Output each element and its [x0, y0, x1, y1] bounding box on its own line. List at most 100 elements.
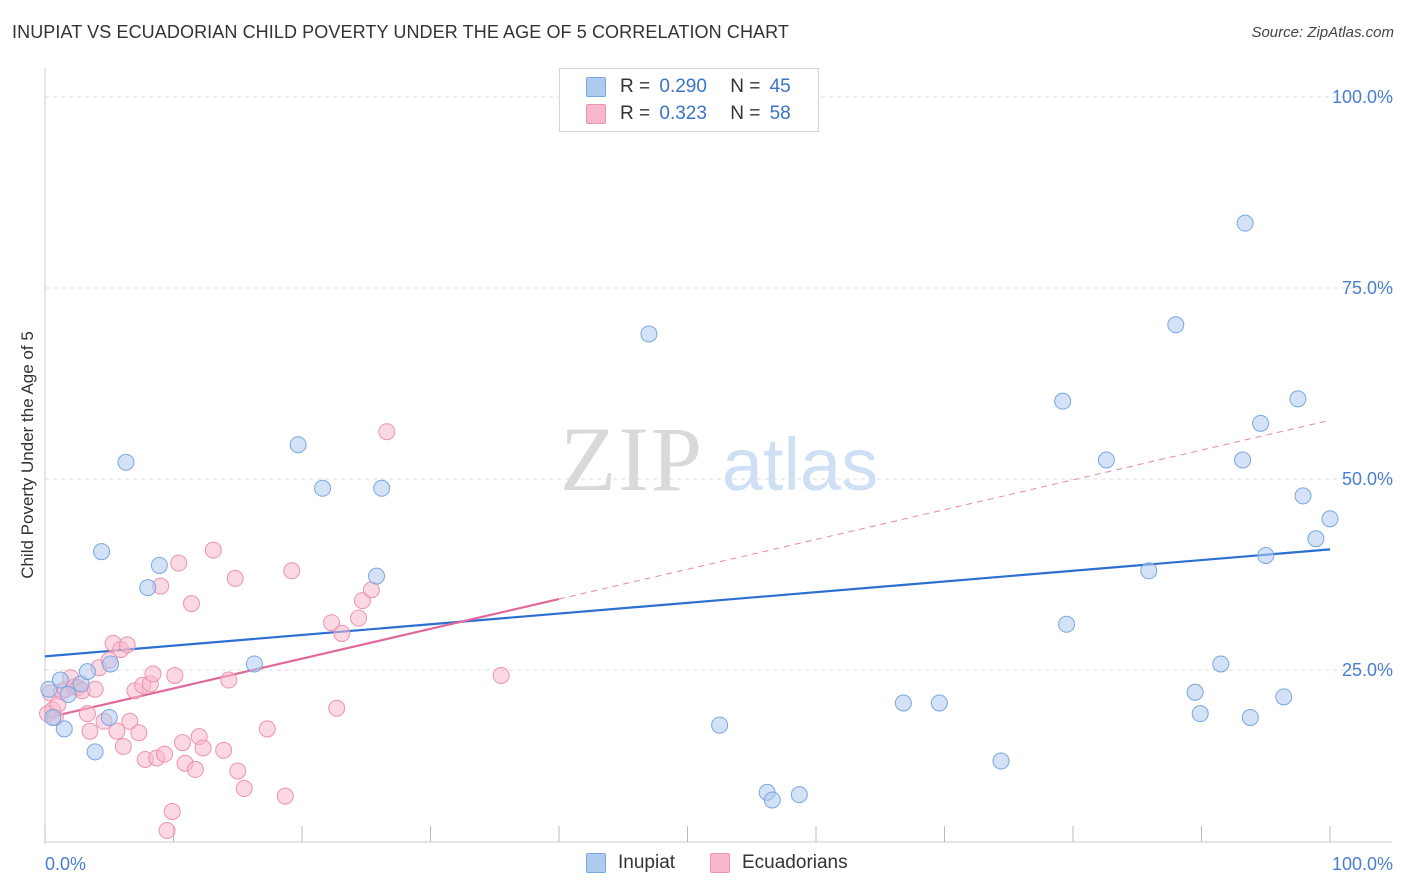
correlation-legend: R = 0.290 N = 45 R = 0.323 N = 58 [559, 68, 819, 132]
legend-item-ecuadorians: Ecuadorians [710, 852, 848, 874]
legend-r-value: 0.323 [659, 102, 707, 124]
ecuadorians-point [204, 541, 222, 559]
inupiat-point [640, 325, 658, 343]
watermark-atlas: atlas [722, 423, 878, 506]
ecuadorians-point [492, 666, 510, 684]
ecuadorians-point [328, 699, 346, 717]
ecuadorians-point [173, 734, 191, 752]
inupiat-point [1140, 562, 1158, 580]
inupiat-point [1289, 390, 1307, 408]
inupiat-swatch [586, 853, 606, 873]
legend-r-label: R = [620, 75, 651, 97]
y-tick-label: 50.0% [1342, 469, 1393, 489]
y-tick-label: 25.0% [1342, 660, 1393, 680]
ecuadorians-point [235, 780, 253, 798]
ecuadorians-trend-line [44, 597, 560, 720]
inupiat-point [245, 655, 263, 673]
ecuadorians-points [39, 423, 510, 840]
ecuadorians-point [194, 739, 212, 757]
ecuadorians-point [81, 722, 99, 740]
watermark-zip: ZIP [560, 408, 704, 510]
legend-r-label: R = [620, 102, 651, 124]
ecuadorians-point [163, 802, 181, 820]
source-credit: Source: ZipAtlas.com [1251, 24, 1394, 41]
ecuadorians-point [350, 609, 368, 627]
ecuadorians-point [186, 760, 204, 778]
inupiat-point [1167, 316, 1185, 334]
inupiat-point [86, 743, 104, 761]
ecuadorians-point [182, 595, 200, 613]
legend-n-label: N = [730, 102, 761, 124]
inupiat-point [1236, 214, 1254, 232]
ecuadorians-point [323, 614, 341, 632]
ecuadorians-point [333, 624, 351, 642]
inupiat-point [51, 671, 69, 689]
inupiat-point [1097, 451, 1115, 469]
inupiat-trend-line [44, 548, 1331, 658]
ecuadorians-point [118, 636, 136, 654]
inupiat-point [930, 694, 948, 712]
inupiat-point [314, 479, 332, 497]
inupiat-point [1275, 688, 1293, 706]
inupiat-point [373, 479, 391, 497]
inupiat-point [1234, 451, 1252, 469]
legend-ecuadorians-text: R = 0.323 N = 58 [620, 103, 791, 125]
legend-item-inupiat: Inupiat [586, 852, 675, 874]
y-tick-label: 75.0% [1342, 278, 1393, 298]
ecuadorians-point [226, 569, 244, 587]
y-tick-label: 100.0% [1332, 87, 1393, 107]
inupiat-point [40, 680, 58, 698]
inupiat-point [55, 720, 73, 738]
ecuadorians-point [108, 722, 126, 740]
inupiat-point [1058, 615, 1076, 633]
inupiat-point [289, 436, 307, 454]
inupiat-point [1321, 510, 1339, 528]
legend-inupiat-label: Inupiat [618, 852, 676, 873]
inupiat-point [59, 686, 77, 704]
inupiat-point [1191, 705, 1209, 723]
ecuadorians-point [156, 745, 174, 763]
inupiat-point [711, 716, 729, 734]
x-tick-label: 0.0% [45, 854, 86, 874]
legend-r-value: 0.290 [659, 75, 707, 97]
inupiat-point [1186, 683, 1204, 701]
inupiat-point [1307, 530, 1325, 548]
legend-n-label: N = [730, 75, 761, 97]
inupiat-point [894, 694, 912, 712]
ecuadorians-point [130, 724, 148, 742]
legend-n-value: 45 [769, 75, 791, 97]
inupiat-point [1294, 487, 1312, 505]
inupiat-point [1257, 547, 1275, 564]
inupiat-swatch [586, 76, 606, 97]
inupiat-point [1252, 414, 1270, 432]
ecuadorians-point [229, 762, 247, 780]
inupiat-point [44, 708, 62, 726]
series-legend: Inupiat Ecuadorians [0, 852, 1406, 878]
legend-inupiat-text: R = 0.290 N = 45 [620, 76, 791, 98]
inupiat-point [139, 579, 157, 597]
ecuadorians-point [378, 423, 396, 441]
ecuadorians-point [258, 720, 276, 738]
ecuadorians-point [276, 787, 294, 805]
inupiat-point [1212, 655, 1230, 673]
trend-lines [44, 419, 1331, 720]
tick-labels: 100.0% 75.0% 50.0% 25.0% 0.0% 100.0% [45, 87, 1393, 874]
inupiat-point [100, 708, 118, 726]
inupiat-point [763, 791, 781, 809]
legend-ecuadorians-label: Ecuadorians [742, 852, 848, 873]
inupiat-point [102, 655, 120, 673]
inupiat-point [790, 786, 808, 804]
x-tick-label: 100.0% [1332, 854, 1393, 874]
inupiat-point [1241, 708, 1259, 726]
ecuadorians-point [170, 554, 188, 572]
ecuadorians-point [86, 680, 104, 698]
inupiat-point [1054, 392, 1072, 410]
chart-title: INUPIAT VS ECUADORIAN CHILD POVERTY UNDE… [12, 22, 790, 42]
inupiat-point [992, 752, 1010, 770]
inupiat-points [40, 214, 1339, 809]
ecuadorians-swatch [586, 103, 606, 124]
legend-n-value: 58 [769, 102, 791, 124]
ecuadorians-point [78, 705, 96, 723]
gridlines [45, 96, 1392, 671]
